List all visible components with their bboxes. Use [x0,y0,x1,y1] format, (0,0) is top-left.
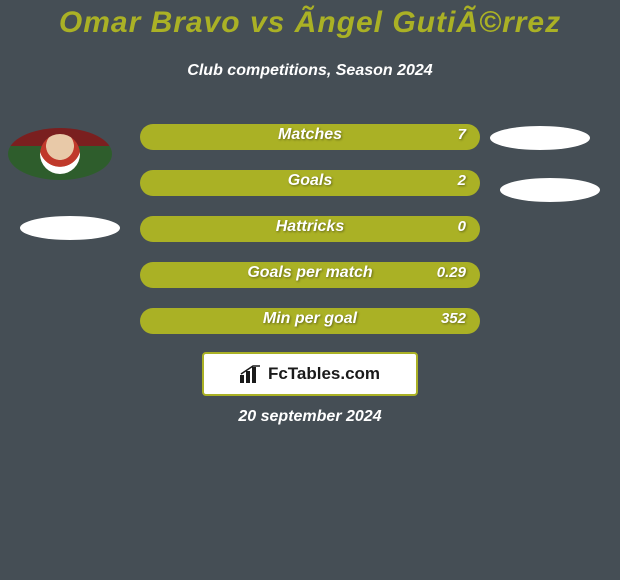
stat-bar: Goals per match0.29 [140,262,480,288]
chart-icon [240,365,262,383]
stat-bar-value: 352 [441,310,466,327]
stat-bar-value: 7 [458,126,466,143]
stat-bar-label: Goals [140,172,480,190]
stat-bar: Matches7 [140,124,480,150]
left-placeholder-ellipse [20,216,120,240]
stat-bar-label: Hattricks [140,218,480,236]
page-title: Omar Bravo vs Ãngel GutiÃ©rrez [0,6,620,40]
avatar-photo [8,128,112,180]
stat-bar: Min per goal352 [140,308,480,334]
stat-bar-label: Min per goal [140,310,480,328]
stat-bars: Matches7Goals2Hattricks0Goals per match0… [140,124,480,354]
stat-bar-label: Matches [140,126,480,144]
stat-bar-value: 0.29 [437,264,466,281]
right-placeholder-ellipse-2 [500,178,600,202]
footer-date: 20 september 2024 [0,408,620,426]
stat-bar: Hattricks0 [140,216,480,242]
stat-bar-value: 2 [458,172,466,189]
right-placeholder-ellipse-1 [490,126,590,150]
stat-bar-value: 0 [458,218,466,235]
subtitle: Club competitions, Season 2024 [0,62,620,80]
avatar-player-1 [8,128,112,180]
stat-bar-label: Goals per match [140,264,480,282]
stat-bar: Goals2 [140,170,480,196]
source-badge: FcTables.com [202,352,418,396]
comparison-card: Omar Bravo vs Ãngel GutiÃ©rrez Club comp… [0,0,620,580]
source-badge-text: FcTables.com [268,364,380,384]
